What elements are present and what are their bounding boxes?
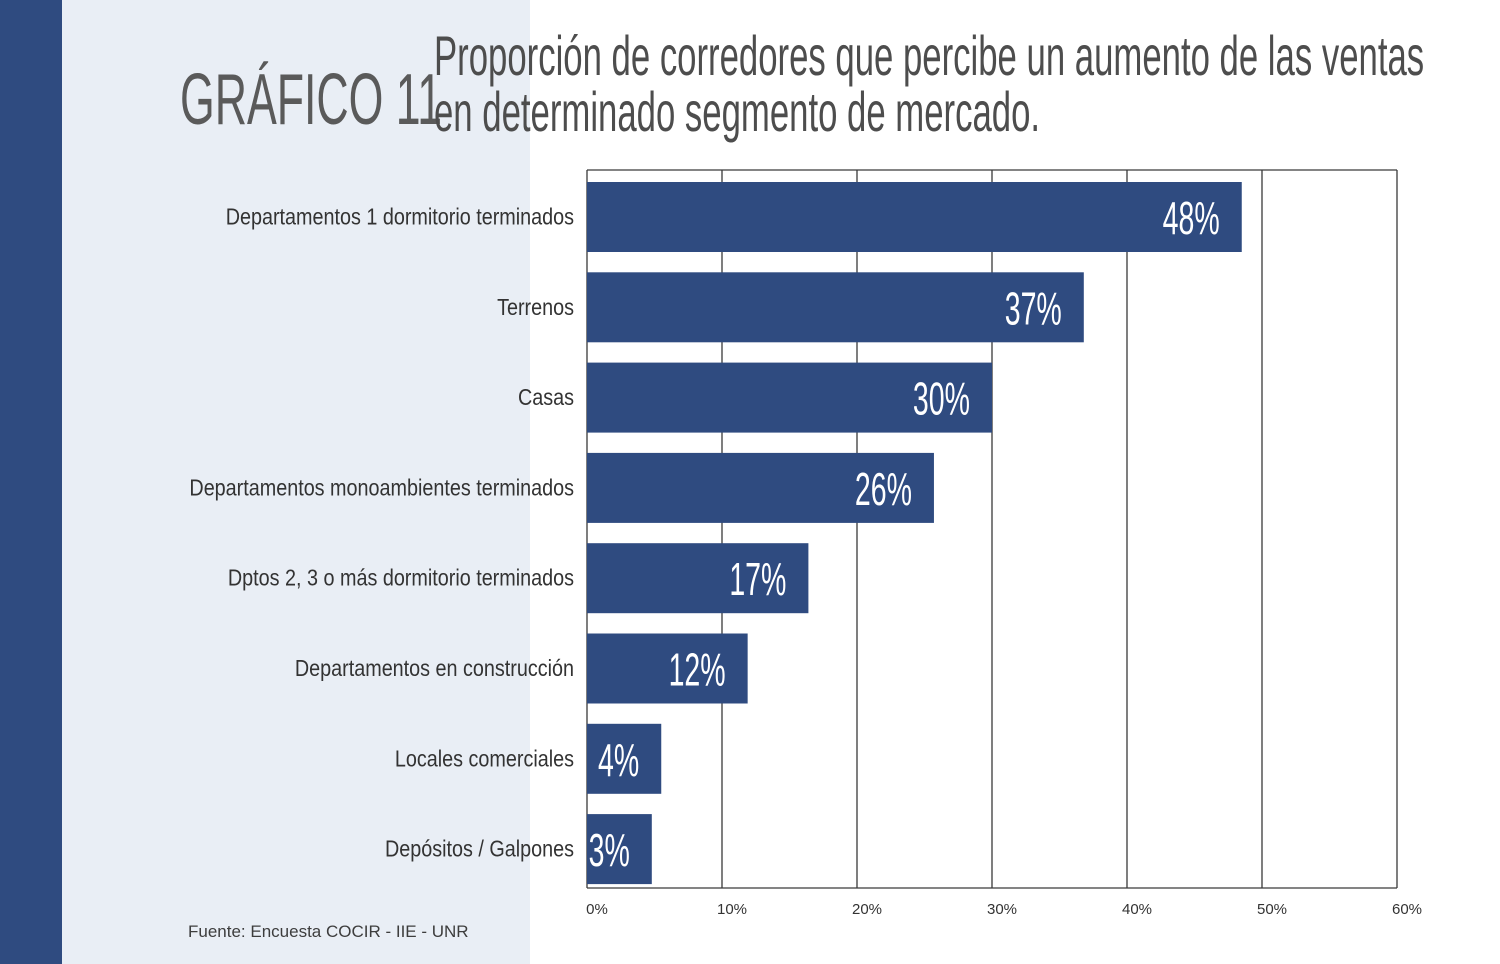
value-label-1: 48%: [1163, 193, 1220, 245]
bar-7: [587, 723, 662, 794]
x-tick-label-20: 20%: [852, 901, 882, 918]
value-label-8: 3%: [589, 825, 630, 877]
value-label-3: 30%: [913, 374, 970, 426]
x-tick-label-40: 40%: [1122, 901, 1152, 918]
category-label-6: Departamentos en construcción: [295, 656, 574, 682]
value-label-4: 26%: [855, 464, 912, 516]
value-label-6: 12%: [669, 645, 726, 697]
category-label-8: Depósitos / Galpones: [385, 836, 574, 862]
bar-3: [587, 362, 992, 433]
bar-5: [587, 543, 809, 614]
value-label-5: 17%: [729, 554, 786, 606]
category-label-7: Locales comerciales: [395, 746, 574, 772]
bar-8: [587, 814, 652, 885]
bar-1: [587, 182, 1242, 252]
value-label-2: 37%: [1005, 283, 1062, 335]
background-panel: [62, 0, 530, 964]
chart-title: Proporción de corredores que percibe un …: [434, 24, 1425, 143]
bar-4: [587, 452, 934, 523]
category-label-3: Casas: [518, 385, 574, 411]
category-label-1: Departamentos 1 dormitorio terminados: [226, 204, 574, 230]
x-tick-label-10: 10%: [717, 901, 747, 918]
x-tick-label-60: 60%: [1392, 901, 1422, 918]
chart-title-line-2: en determinado segmento de mercado.: [434, 80, 1041, 143]
category-label-5: Dptos 2, 3 o más dormitorio terminados: [228, 565, 574, 591]
x-tick-label-0: 0%: [586, 901, 608, 918]
side-accent-bar: [0, 0, 62, 964]
chart-title-line-1: Proporción de corredores que percibe un …: [434, 24, 1425, 87]
bar-6: [587, 633, 748, 704]
category-label-4: Departamentos monoambientes terminados: [189, 475, 574, 501]
bar-2: [587, 272, 1084, 343]
x-tick-label-50: 50%: [1257, 901, 1287, 918]
x-tick-label-30: 30%: [987, 901, 1017, 918]
chart-number: GRÁFICO 11: [180, 60, 443, 140]
source-note: Fuente: Encuesta COCIR - IIE - UNR: [188, 922, 469, 941]
category-label-2: Terrenos: [497, 294, 574, 320]
value-label-7: 4%: [598, 735, 639, 787]
